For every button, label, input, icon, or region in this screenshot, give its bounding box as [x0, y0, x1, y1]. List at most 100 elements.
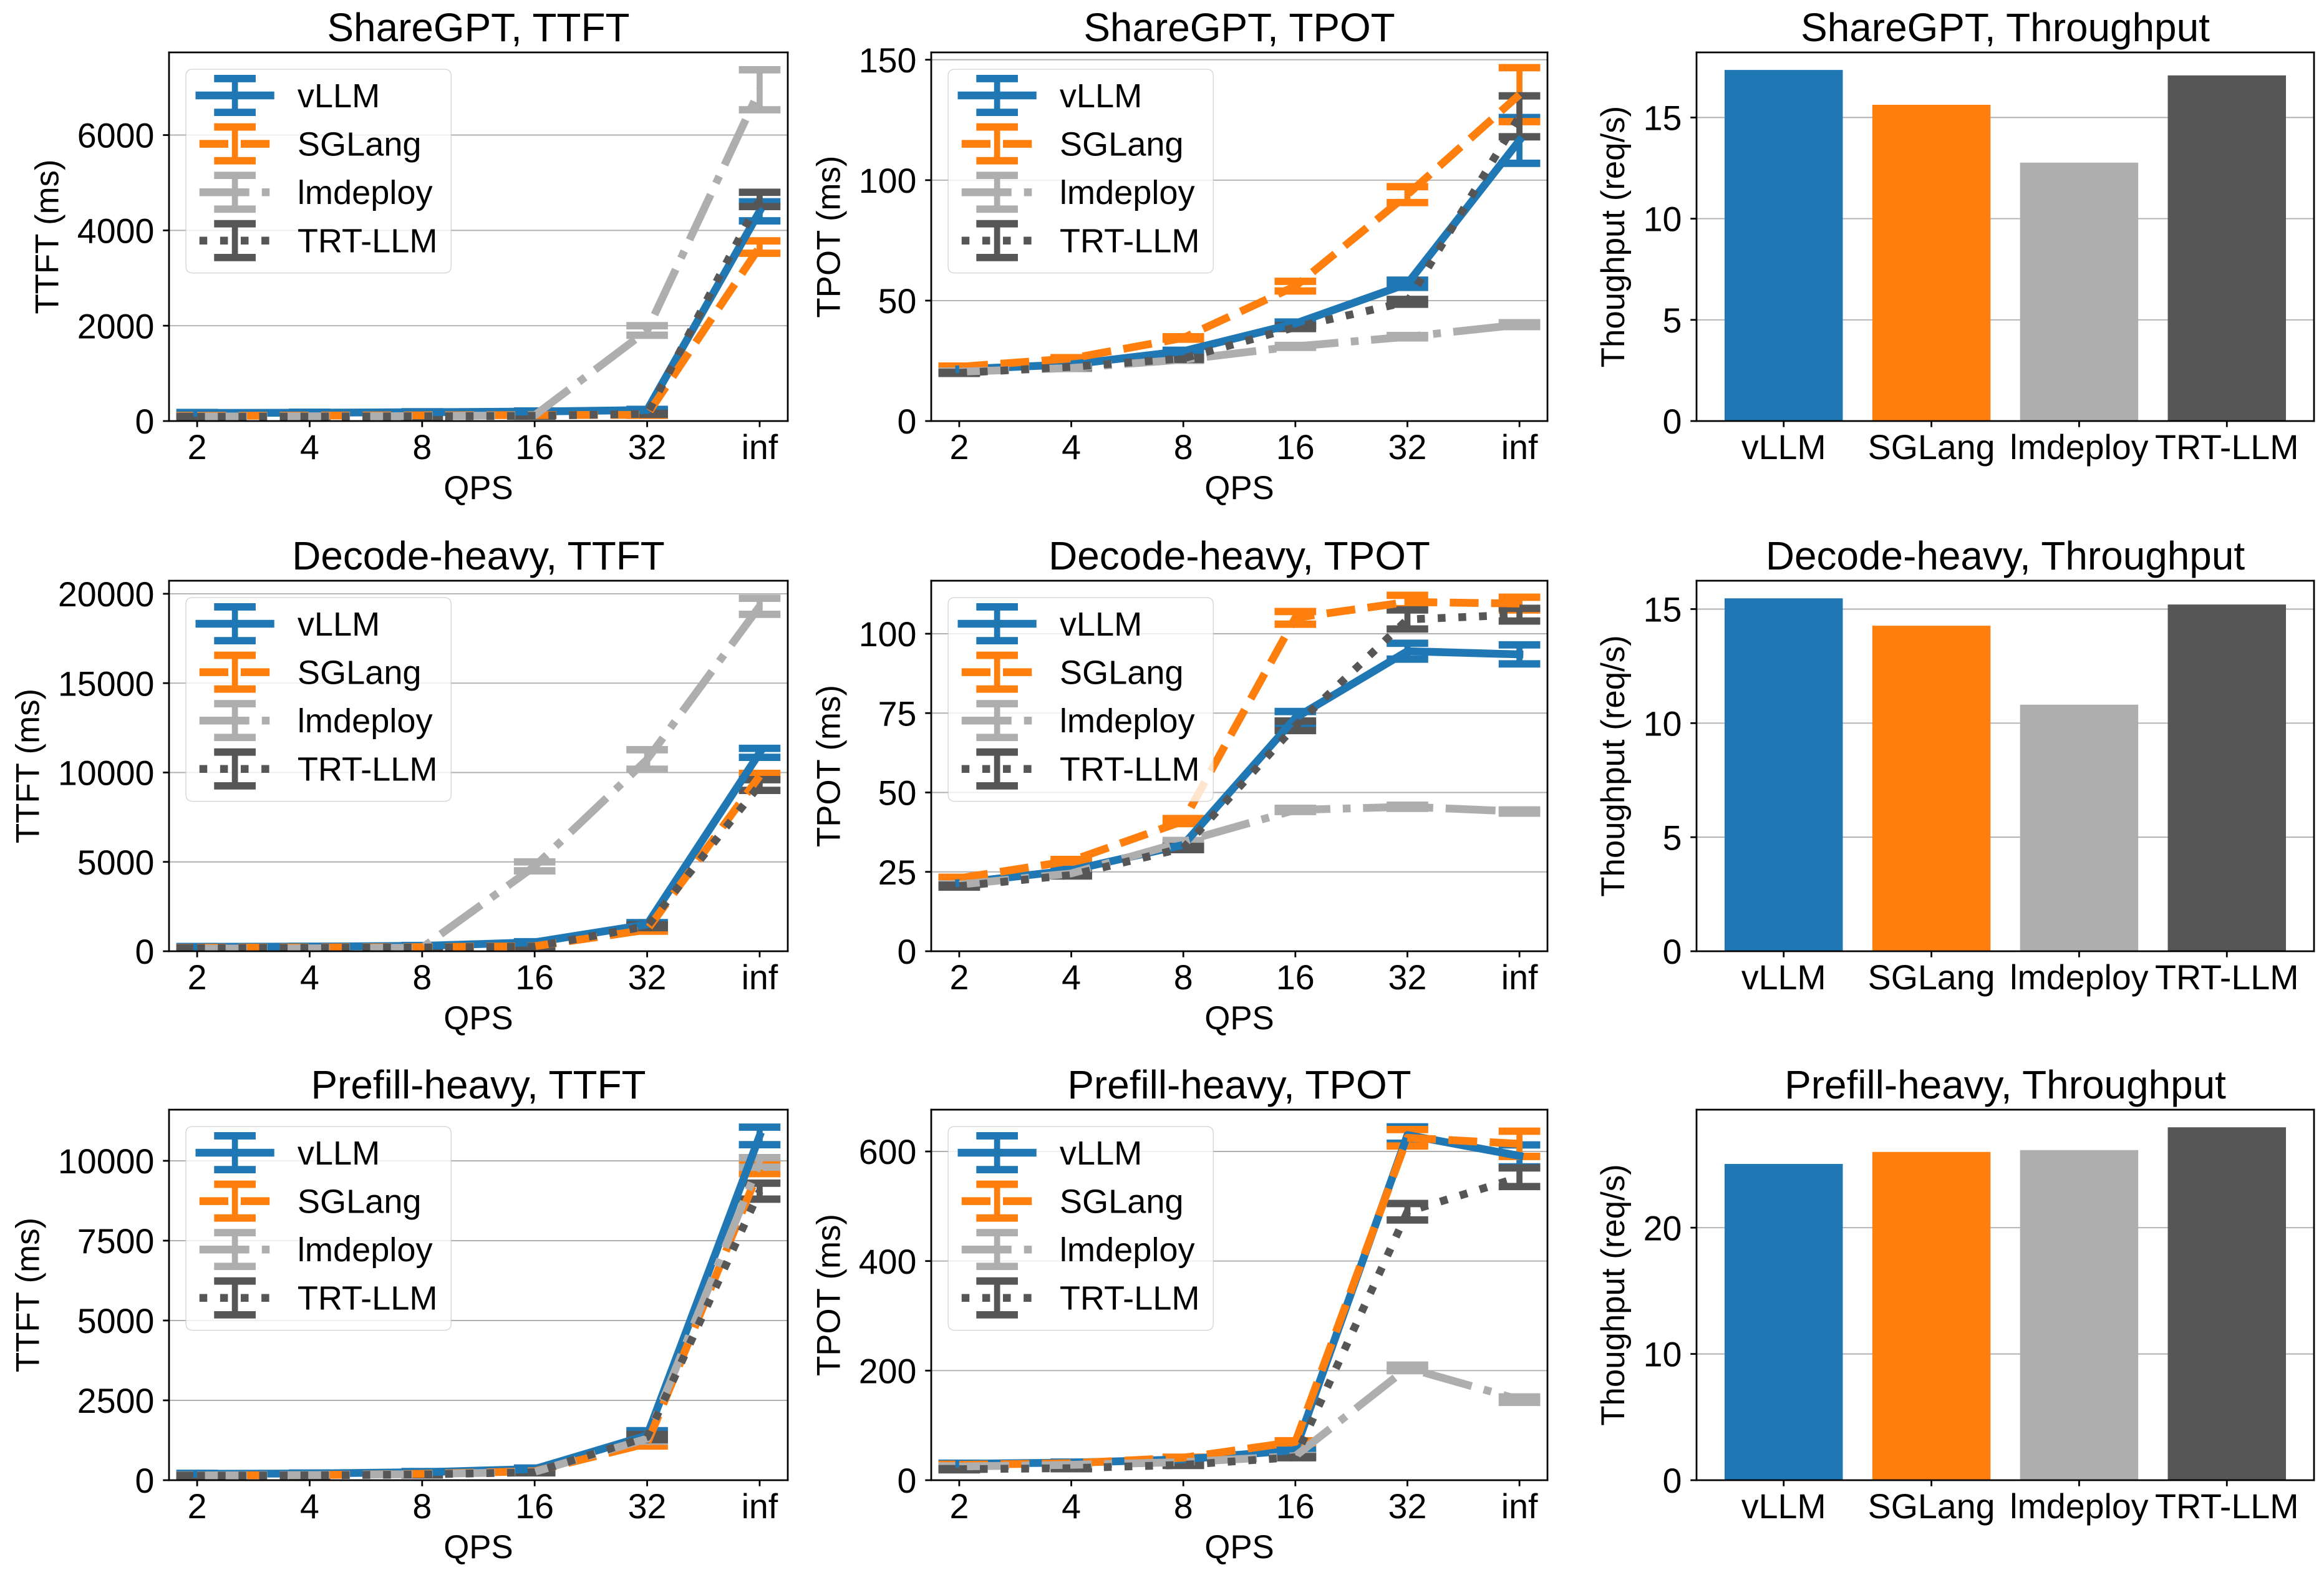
- svg-text:TRT-LLM: TRT-LLM: [298, 751, 438, 788]
- svg-text:lmdeploy: lmdeploy: [2010, 958, 2149, 997]
- svg-text:QPS: QPS: [443, 470, 513, 506]
- svg-text:2: 2: [188, 1487, 207, 1526]
- svg-text:8: 8: [1174, 958, 1193, 997]
- svg-text:4: 4: [300, 1487, 319, 1526]
- svg-text:TTFT (ms): TTFT (ms): [10, 1218, 47, 1372]
- svg-text:16: 16: [1276, 1487, 1315, 1526]
- svg-text:SGLang: SGLang: [298, 1183, 422, 1221]
- svg-text:16: 16: [515, 958, 554, 997]
- svg-text:75: 75: [878, 694, 917, 733]
- svg-text:200: 200: [859, 1352, 917, 1390]
- svg-text:32: 32: [628, 958, 667, 997]
- svg-text:Thoughput (req/s): Thoughput (req/s): [1595, 106, 1632, 367]
- svg-text:Prefill-heavy, Throughput: Prefill-heavy, Throughput: [1784, 1062, 2226, 1107]
- svg-text:15000: 15000: [58, 664, 154, 703]
- svg-text:SGLang: SGLang: [1868, 428, 1995, 467]
- svg-text:0: 0: [135, 933, 154, 971]
- svg-text:16: 16: [515, 428, 554, 467]
- svg-text:4: 4: [1062, 428, 1081, 467]
- svg-text:SGLang: SGLang: [1868, 1487, 1995, 1526]
- svg-text:vLLM: vLLM: [1060, 606, 1142, 643]
- svg-text:0: 0: [897, 1461, 916, 1500]
- svg-text:inf: inf: [742, 1487, 778, 1526]
- svg-text:15: 15: [1644, 591, 1682, 629]
- svg-text:QPS: QPS: [1204, 1000, 1274, 1037]
- svg-text:100: 100: [859, 162, 917, 200]
- svg-text:5: 5: [1662, 301, 1682, 340]
- svg-text:SGLang: SGLang: [298, 126, 422, 163]
- svg-text:SGLang: SGLang: [1060, 654, 1184, 692]
- svg-text:4000: 4000: [77, 211, 155, 250]
- svg-text:10: 10: [1644, 1335, 1682, 1374]
- svg-text:QPS: QPS: [443, 1000, 513, 1037]
- svg-text:2: 2: [188, 428, 207, 467]
- svg-text:TRT-LLM: TRT-LLM: [298, 1280, 438, 1317]
- svg-text:TPOT (ms): TPOT (ms): [810, 1214, 847, 1376]
- svg-text:TRT-LLM: TRT-LLM: [2155, 428, 2298, 467]
- svg-text:4: 4: [1062, 958, 1081, 997]
- svg-text:32: 32: [1388, 958, 1427, 997]
- svg-text:6000: 6000: [77, 117, 155, 155]
- svg-text:Thoughput (req/s): Thoughput (req/s): [1595, 635, 1632, 896]
- svg-text:Decode-heavy, TPOT: Decode-heavy, TPOT: [1048, 533, 1430, 578]
- svg-text:TRT-LLM: TRT-LLM: [1060, 1280, 1200, 1317]
- svg-text:400: 400: [859, 1243, 917, 1281]
- svg-text:Decode-heavy, TTFT: Decode-heavy, TTFT: [292, 533, 665, 578]
- svg-text:QPS: QPS: [443, 1529, 513, 1566]
- svg-text:16: 16: [1276, 428, 1315, 467]
- svg-text:vLLM: vLLM: [1741, 428, 1826, 467]
- svg-text:4: 4: [300, 958, 319, 997]
- svg-text:inf: inf: [742, 428, 778, 467]
- svg-text:TRT-LLM: TRT-LLM: [298, 223, 438, 260]
- svg-text:lmdeploy: lmdeploy: [1060, 1231, 1195, 1269]
- svg-text:8: 8: [412, 958, 432, 997]
- svg-text:32: 32: [1388, 428, 1427, 467]
- svg-text:50: 50: [878, 774, 917, 813]
- svg-text:SGLang: SGLang: [298, 654, 422, 692]
- svg-text:TTFT (ms): TTFT (ms): [10, 689, 47, 843]
- svg-text:4: 4: [300, 428, 319, 467]
- svg-text:QPS: QPS: [1204, 470, 1274, 506]
- svg-text:Thoughput (req/s): Thoughput (req/s): [1595, 1164, 1632, 1425]
- svg-text:lmdeploy: lmdeploy: [1060, 174, 1195, 211]
- svg-text:vLLM: vLLM: [298, 77, 380, 115]
- svg-text:Decode-heavy, Throughput: Decode-heavy, Throughput: [1766, 533, 2245, 578]
- svg-text:16: 16: [515, 1487, 554, 1526]
- svg-text:inf: inf: [1501, 958, 1538, 997]
- svg-text:lmdeploy: lmdeploy: [298, 702, 433, 740]
- svg-text:TRT-LLM: TRT-LLM: [2155, 958, 2298, 997]
- svg-text:lmdeploy: lmdeploy: [1060, 702, 1195, 740]
- svg-text:10000: 10000: [58, 1142, 154, 1181]
- svg-text:2: 2: [949, 958, 969, 997]
- svg-text:25: 25: [878, 853, 917, 892]
- svg-text:2: 2: [188, 958, 207, 997]
- svg-text:8: 8: [412, 428, 432, 467]
- svg-text:50: 50: [878, 282, 917, 321]
- svg-text:lmdeploy: lmdeploy: [298, 1231, 433, 1269]
- svg-text:vLLM: vLLM: [298, 1135, 380, 1172]
- svg-text:TTFT (ms): TTFT (ms): [29, 159, 65, 314]
- svg-text:lmdeploy: lmdeploy: [2010, 1487, 2149, 1526]
- svg-text:Prefill-heavy, TTFT: Prefill-heavy, TTFT: [311, 1062, 646, 1107]
- svg-text:lmdeploy: lmdeploy: [2010, 428, 2149, 467]
- svg-text:QPS: QPS: [1204, 1529, 1274, 1566]
- svg-text:TPOT (ms): TPOT (ms): [810, 156, 847, 318]
- svg-text:15: 15: [1644, 99, 1682, 138]
- svg-text:100: 100: [859, 615, 917, 654]
- svg-text:Prefill-heavy, TPOT: Prefill-heavy, TPOT: [1067, 1062, 1411, 1107]
- svg-text:0: 0: [135, 1461, 154, 1500]
- svg-text:600: 600: [859, 1133, 917, 1171]
- svg-text:10: 10: [1644, 200, 1682, 239]
- svg-text:TRT-LLM: TRT-LLM: [2155, 1487, 2298, 1526]
- svg-text:20000: 20000: [58, 575, 154, 614]
- svg-text:lmdeploy: lmdeploy: [298, 174, 433, 211]
- svg-text:5000: 5000: [77, 1302, 155, 1340]
- svg-text:8: 8: [1174, 428, 1193, 467]
- svg-text:vLLM: vLLM: [1741, 958, 1826, 997]
- svg-text:0: 0: [135, 402, 154, 441]
- svg-text:vLLM: vLLM: [1741, 1487, 1826, 1526]
- svg-text:4: 4: [1062, 1487, 1081, 1526]
- svg-text:2500: 2500: [77, 1382, 155, 1420]
- svg-text:10: 10: [1644, 704, 1682, 743]
- svg-text:8: 8: [412, 1487, 432, 1526]
